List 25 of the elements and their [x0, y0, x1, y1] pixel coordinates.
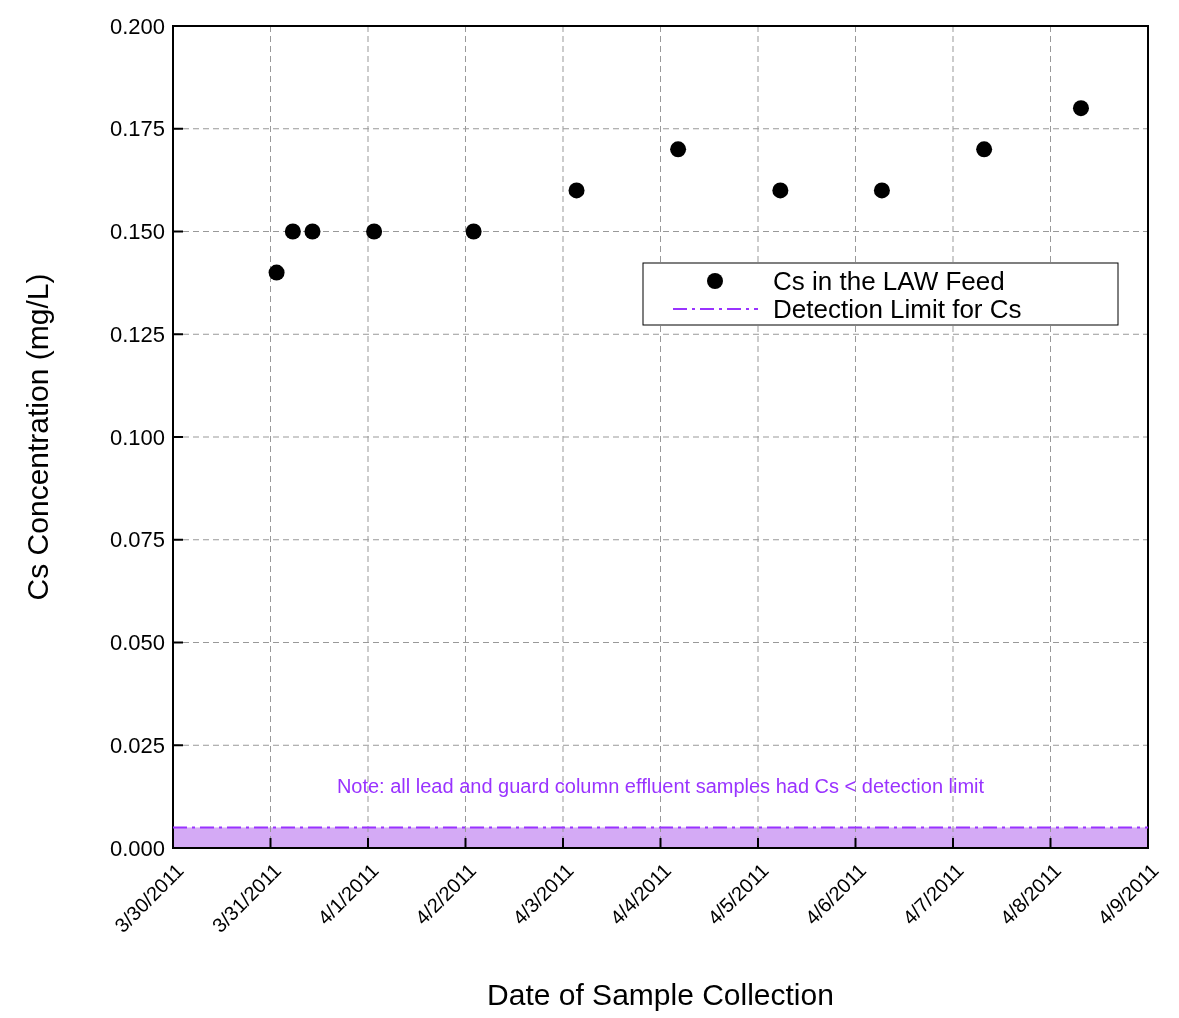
point [976, 141, 993, 158]
legend-label: Detection Limit for Cs [773, 294, 1022, 325]
point [465, 223, 482, 240]
y-tick-label: 0.075 [109, 527, 165, 553]
y-tick-label: 0.000 [109, 835, 165, 861]
point [568, 182, 585, 199]
y-axis-title: Cs Concentration (mg/L) [21, 273, 54, 601]
point [366, 223, 383, 240]
legend-label: Cs in the LAW Feed [773, 266, 1005, 297]
point [268, 264, 285, 281]
x-axis-title: Date of Sample Collection [487, 978, 834, 1011]
annotation: Note: all lead and guard column effluent samples had Cs < detection limit [336, 775, 985, 797]
point [284, 223, 301, 240]
point [670, 141, 687, 158]
point [304, 223, 321, 240]
y-tick-label: 0.050 [109, 630, 165, 656]
y-tick-label: 0.125 [109, 321, 165, 347]
y-tick-label: 0.200 [109, 13, 165, 39]
y-tick-label: 0.150 [109, 219, 165, 245]
y-tick-label: 0.175 [109, 116, 165, 142]
y-tick-label: 0.100 [109, 424, 165, 450]
point [772, 182, 789, 199]
point [1072, 100, 1089, 117]
point [873, 182, 890, 199]
y-tick-label: 0.025 [109, 732, 165, 758]
